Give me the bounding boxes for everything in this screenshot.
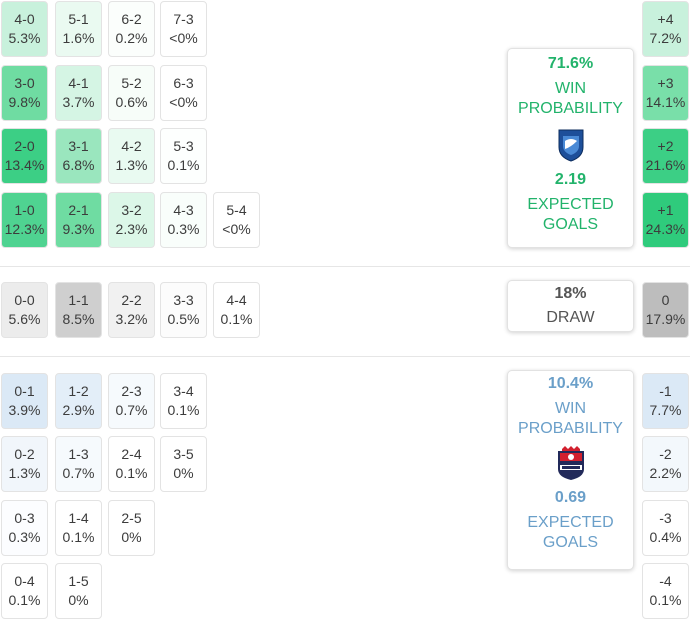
score-cell-home: 5-3 0.1% (160, 128, 207, 184)
score-cell-home: 5-4 <0% (213, 192, 260, 248)
score-cell-away: 2-3 0.7% (108, 373, 155, 429)
section-divider (0, 356, 690, 357)
margin-cell-away: -1 7.7% (642, 373, 689, 429)
score-cell-home: 5-2 0.6% (108, 65, 155, 121)
score-cell-home: 4-3 0.3% (160, 192, 207, 248)
draw-probability: 18% (554, 285, 587, 302)
score-cell-away: 1-2 2.9% (55, 373, 102, 429)
score-cell-away: 3-5 0% (160, 436, 207, 492)
draw-label: DRAW (546, 309, 595, 326)
home-win-probability: 71.6% (547, 55, 594, 72)
score-cell-away: 2-4 0.1% (108, 436, 155, 492)
score-cell-home: 3-2 2.3% (108, 192, 155, 248)
margin-cell-home: +1 24.3% (642, 192, 689, 248)
score-cell-away: 3-4 0.1% (160, 373, 207, 429)
genk-shield-icon (558, 129, 583, 162)
score-cell-away: 0-4 0.1% (1, 563, 48, 619)
score-cell-draw: 1-1 8.5% (55, 282, 102, 338)
section-divider (0, 266, 690, 267)
away-win-label: WIN PROBABILITY (518, 400, 623, 437)
score-cell-home: 6-3 <0% (160, 65, 207, 121)
score-cell-draw: 2-2 3.2% (108, 282, 155, 338)
home-expected-goals: 2.19 (554, 171, 587, 188)
away-win-card: 10.4% WIN PROBABILITY 0.69 EXPECTED GOAL… (507, 370, 634, 570)
margin-cell-away: -4 0.1% (642, 563, 689, 619)
score-cell-home: 6-2 0.2% (108, 1, 155, 57)
score-cell-home: 2-0 13.4% (1, 128, 48, 184)
score-cell-away: 1-3 0.7% (55, 436, 102, 492)
home-win-label: WIN PROBABILITY (518, 80, 623, 117)
score-cell-home: 7-3 <0% (160, 1, 207, 57)
score-cell-home: 3-1 6.8% (55, 128, 102, 184)
score-cell-home: 5-1 1.6% (55, 1, 102, 57)
score-cell-home: 2-1 9.3% (55, 192, 102, 248)
draw-card: 18% DRAW (507, 280, 634, 332)
score-cell-away: 0-2 1.3% (1, 436, 48, 492)
score-cell-draw: 4-4 0.1% (213, 282, 260, 338)
score-cell-away: 1-4 0.1% (55, 500, 102, 556)
score-cell-home: 4-0 5.3% (1, 1, 48, 57)
margin-cell-away: -2 2.2% (642, 436, 689, 492)
margin-cell-draw: 0 17.9% (642, 282, 689, 338)
score-cell-away: 2-5 0% (108, 500, 155, 556)
home-xg-label: EXPECTED GOALS (527, 196, 614, 233)
fc-dinamo-crest-icon (557, 446, 584, 480)
score-cell-away: 1-5 0% (55, 563, 102, 619)
score-cell-away: 0-1 3.9% (1, 373, 48, 429)
score-cell-home: 3-0 9.8% (1, 65, 48, 121)
margin-cell-home: +3 14.1% (642, 65, 689, 121)
margin-cell-away: -3 0.4% (642, 500, 689, 556)
score-cell-home: 1-0 12.3% (1, 192, 48, 248)
margin-cell-home: +4 7.2% (642, 1, 689, 57)
away-win-probability: 10.4% (547, 375, 594, 392)
away-expected-goals: 0.69 (554, 489, 587, 506)
score-cell-home: 4-2 1.3% (108, 128, 155, 184)
score-cell-draw: 0-0 5.6% (1, 282, 48, 338)
margin-cell-home: +2 21.6% (642, 128, 689, 184)
score-cell-home: 4-1 3.7% (55, 65, 102, 121)
score-cell-draw: 3-3 0.5% (160, 282, 207, 338)
away-xg-label: EXPECTED GOALS (527, 514, 614, 551)
score-cell-away: 0-3 0.3% (1, 500, 48, 556)
home-win-card: 71.6% WIN PROBABILITY 2.19 EXPECTED GOAL… (507, 48, 634, 248)
